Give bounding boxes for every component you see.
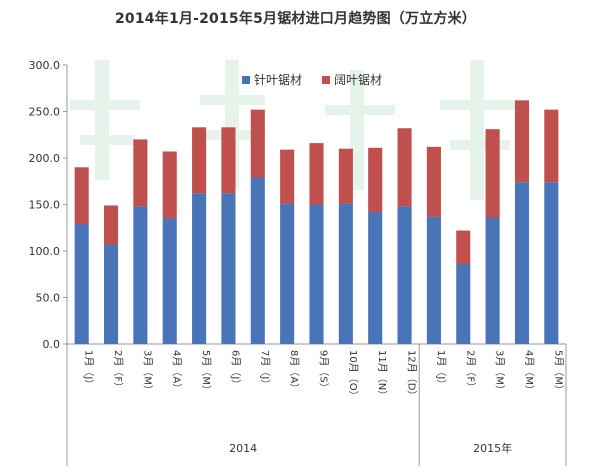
bar-segment-hardwood <box>456 230 471 265</box>
legend-swatch <box>322 76 330 84</box>
y-tick-label: 50.0 <box>36 292 61 305</box>
y-tick-label: 100.0 <box>29 245 61 258</box>
bar-segment-softwood <box>514 182 530 344</box>
bar-segment-softwood <box>456 264 471 344</box>
x-tick-label: 9月（S） <box>318 350 330 393</box>
legend-label: 针叶锯材 <box>254 72 302 87</box>
bar-segment-softwood <box>338 203 353 344</box>
x-tick-label: 8月（A） <box>288 350 300 393</box>
bar-segment-softwood <box>309 204 324 344</box>
bar-segment-hardwood <box>514 100 530 183</box>
x-tick-label: 12月（D） <box>406 350 418 400</box>
legend-label: 阔叶锯材 <box>334 72 382 87</box>
bar-segment-hardwood <box>74 167 89 225</box>
bar-segment-hardwood <box>338 148 353 204</box>
bar-segment-hardwood <box>426 146 441 217</box>
y-tick-label: 0.0 <box>43 338 61 351</box>
bar-segment-hardwood <box>250 109 265 178</box>
bar-segment-hardwood <box>103 205 119 245</box>
group-label: 2014 <box>229 442 257 455</box>
bar-segment-hardwood <box>397 128 412 207</box>
bar-segment-softwood <box>192 193 207 344</box>
x-tick-label: 2月（F） <box>112 350 124 392</box>
bar-segment-softwood <box>250 177 265 344</box>
y-tick-label: 250.0 <box>29 106 61 119</box>
x-tick-label: 5月（M） <box>200 350 212 395</box>
bar-segment-softwood <box>133 206 148 344</box>
axes: 0.0 50.0 100.0 150.0 200.0 250.0 300.0 <box>29 59 567 466</box>
bar-segment-softwood <box>103 244 119 344</box>
bar-segment-softwood <box>280 203 295 344</box>
x-tick-label: 3月（M） <box>141 350 153 395</box>
group-label: 2015年 <box>473 441 512 455</box>
x-tick-label: 10月（O） <box>347 350 359 401</box>
legend: 针叶锯材 阔叶锯材 <box>242 72 382 87</box>
bars <box>74 100 559 344</box>
bar-segment-hardwood <box>280 149 295 204</box>
bar-segment-softwood <box>368 211 383 344</box>
x-tick-label: 2月（F） <box>464 350 476 392</box>
legend-swatch <box>242 76 250 84</box>
x-tick-label: 4月（M） <box>523 350 535 395</box>
bar-segment-hardwood <box>485 129 500 218</box>
chart-title: 2014年1月-2015年5月锯材进口月趋势图（万立方米） <box>114 11 477 27</box>
bar-segment-softwood <box>74 224 89 344</box>
y-tick-label: 300.0 <box>29 59 61 72</box>
bar-segment-hardwood <box>544 109 559 183</box>
bar-segment-hardwood <box>192 127 207 194</box>
x-tick-label: 3月（M） <box>494 350 506 395</box>
x-tick-label: 7月（J） <box>259 350 271 389</box>
bar-segment-hardwood <box>368 147 383 212</box>
x-tick-label: 6月（J） <box>229 350 241 389</box>
x-tick-label: 1月（J） <box>435 350 447 389</box>
x-tick-label: 4月（A） <box>171 350 183 393</box>
bar-segment-softwood <box>426 216 441 344</box>
bar-segment-softwood <box>221 193 236 344</box>
bar-segment-softwood <box>397 206 412 344</box>
bar-segment-softwood <box>544 182 559 344</box>
x-tick-label: 11月（N） <box>376 350 388 400</box>
bar-segment-hardwood <box>162 151 177 219</box>
x-tick-label: 1月（J） <box>83 350 95 389</box>
x-tick-label: 5月（M） <box>552 350 564 395</box>
y-tick-label: 200.0 <box>29 152 61 165</box>
bar-segment-hardwood <box>221 127 236 194</box>
y-tick-label: 150.0 <box>29 199 61 212</box>
bar-segment-hardwood <box>309 143 324 205</box>
bar-segment-hardwood <box>133 139 148 207</box>
bar-segment-softwood <box>485 217 500 344</box>
x-axis-labels: 1月（J） 2月（F） 3月（M） 4月（A） 5月（M） 6月（J） 7月（J） 8月（A）… <box>83 350 565 455</box>
bar-segment-softwood <box>162 218 177 344</box>
